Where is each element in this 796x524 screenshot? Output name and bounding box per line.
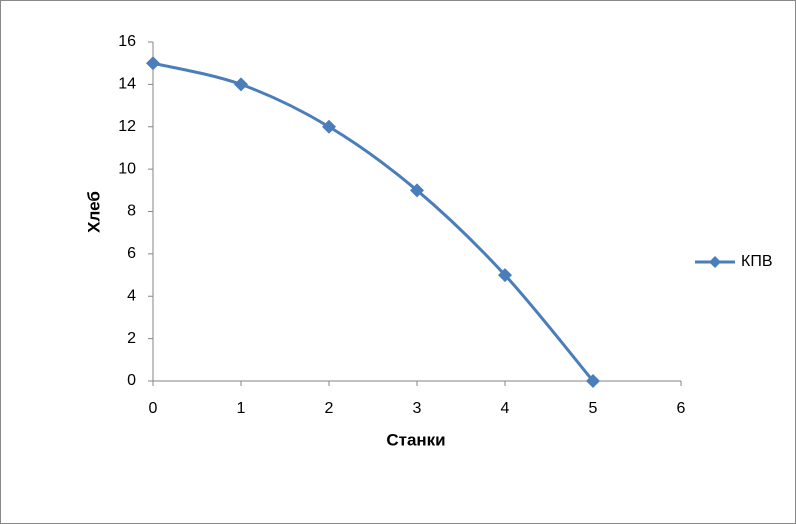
y-tick-label: 4 [127,287,136,304]
data-point [146,56,160,71]
y-tick-label: 0 [127,372,136,389]
x-axis-title: Станки [386,430,445,449]
x-tick-label: 6 [677,400,686,417]
y-tick-label: 2 [127,330,136,347]
y-tick-label: 12 [118,118,136,135]
data-point [234,77,248,92]
y-tick-label: 16 [118,33,136,50]
legend-marker [709,256,721,268]
y-tick-label: 14 [118,76,136,93]
x-tick-label: 3 [413,400,422,417]
x-tick-label: 0 [149,400,158,417]
x-tick-label: 4 [501,400,510,417]
data-point [586,374,600,388]
x-tick-label: 1 [237,400,246,417]
y-tick-label: 8 [127,203,136,220]
y-tick-label: 6 [127,245,136,262]
y-tick-label: 10 [118,160,136,177]
data-point [322,119,336,134]
x-tick-label: 5 [589,400,598,417]
data-point [498,268,512,283]
x-tick-label: 2 [325,400,334,417]
legend-label: КПВ [741,253,773,270]
data-point [410,183,424,198]
y-axis-title: Хлеб [84,191,103,233]
